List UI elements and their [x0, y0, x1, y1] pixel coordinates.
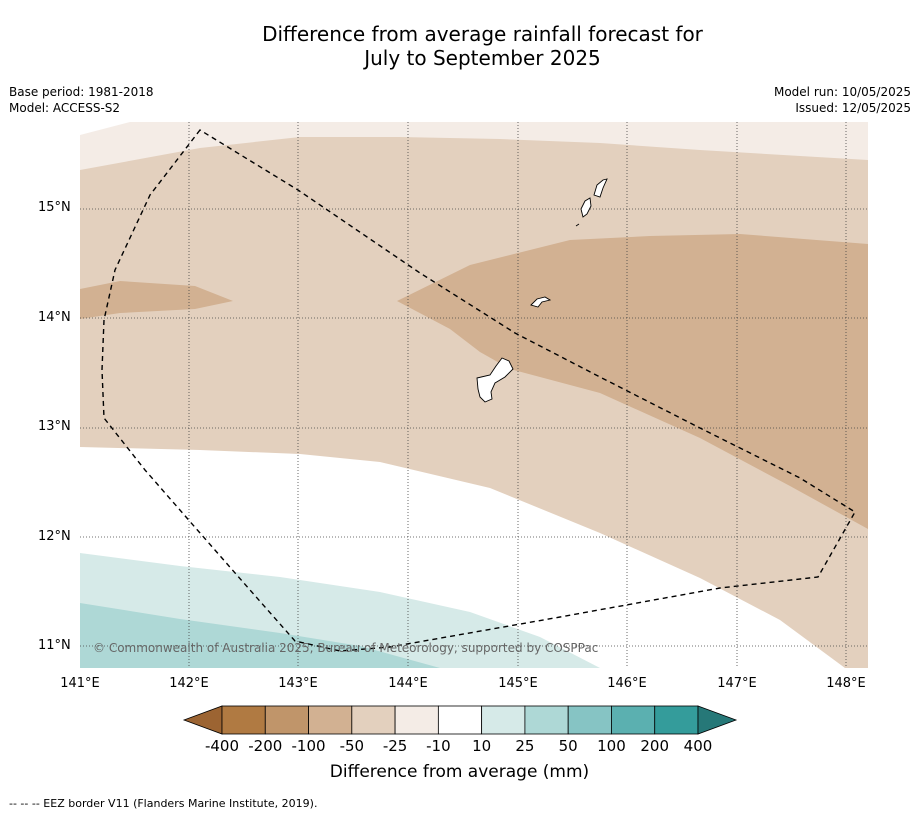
colorbar-cell	[611, 705, 656, 735]
lat-label-12n: 12°N	[38, 529, 71, 544]
graticule	[80, 122, 868, 668]
lon-label-145e: 145°E	[498, 676, 538, 691]
lon-label-147e: 147°E	[717, 676, 757, 691]
colorbar-cell	[351, 705, 396, 735]
colorbar-extend-right	[697, 705, 738, 735]
map-frame	[80, 122, 868, 668]
lon-label-148e: 148°E	[826, 676, 866, 691]
colorbar-tick-label: 100	[597, 737, 626, 755]
title-line-1: Difference from average rainfall forecas…	[262, 22, 703, 46]
colorbar-cell	[654, 705, 699, 735]
colorbar-cell	[394, 705, 439, 735]
model-run-text: Model run: 10/05/2025	[773, 85, 911, 99]
lon-label-143e: 143°E	[278, 676, 318, 691]
lon-label-144e: 144°E	[388, 676, 428, 691]
islands	[476, 178, 608, 403]
colorbar-cell	[567, 705, 612, 735]
colorbar-title: Difference from average (mm)	[329, 762, 590, 782]
base-period-info: Base period: 1981-2018 Model: ACCESS-S2	[9, 84, 154, 116]
island-aguijan	[575, 223, 580, 227]
lon-label-146e: 146°E	[607, 676, 647, 691]
lat-label-15n: 15°N	[38, 200, 71, 215]
lat-label-14n: 14°N	[38, 310, 71, 325]
lon-label-141e: 141°E	[60, 676, 100, 691]
colorbar-tick-label: -200	[248, 737, 283, 755]
island-rota	[530, 296, 552, 308]
island-tinian	[580, 197, 592, 218]
model-text: Model: ACCESS-S2	[9, 101, 121, 115]
colorbar-tick-label: 400	[683, 737, 713, 755]
eez-footnote: -- -- -- EEZ border V11 (Flanders Marine…	[9, 797, 318, 810]
title-line-2: July to September 2025	[364, 46, 601, 70]
colorbar-tick-label: -400	[204, 737, 240, 755]
colorbar-cell	[524, 705, 569, 735]
colorbar-cell	[437, 705, 483, 735]
copyright-notice: © Commonwealth of Australia 2025, Bureau…	[93, 641, 599, 655]
lat-label-11n: 11°N	[38, 638, 71, 653]
eez-border	[101, 129, 856, 652]
colorbar-cell	[481, 705, 526, 735]
colorbar-tick-label: 25	[515, 737, 535, 755]
island-saipan	[593, 178, 608, 198]
colorbar	[182, 705, 738, 735]
colorbar-tick-label: 50	[558, 737, 578, 755]
colorbar-tick-label: -10	[426, 737, 451, 755]
base-period-text: Base period: 1981-2018	[9, 85, 154, 99]
issued-text: Issued: 12/05/2025	[795, 101, 911, 115]
colorbar-extend-left	[182, 705, 223, 735]
colorbar-cell	[308, 705, 353, 735]
colorbar-cell	[264, 705, 309, 735]
colorbar-tick-label: -100	[291, 737, 326, 755]
contour-plus50	[80, 603, 440, 668]
lat-label-13n: 13°N	[38, 419, 71, 434]
lon-label-142e: 142°E	[169, 676, 209, 691]
colorbar-cell	[221, 705, 266, 735]
contour-minus50-west	[80, 281, 233, 319]
colorbar-tick-label: 200	[640, 737, 670, 755]
contour-minus50-east	[397, 234, 868, 529]
colorbar-tick-label: 10	[472, 737, 492, 755]
colorbar-tick-label: -25	[382, 737, 408, 755]
model-run-info: Model run: 10/05/2025 Issued: 12/05/2025	[774, 84, 911, 116]
colorbar-tick-label: -50	[339, 737, 365, 755]
island-guam	[476, 357, 514, 403]
chart-title: Difference from average rainfall forecas…	[0, 22, 919, 70]
colorbar-cells	[221, 705, 699, 735]
